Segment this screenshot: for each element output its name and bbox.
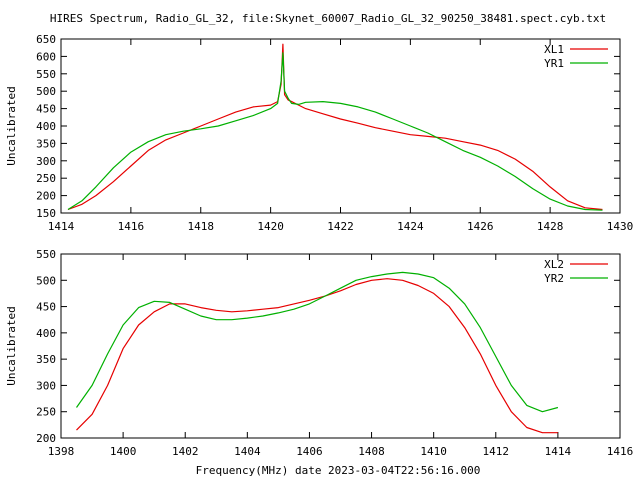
x-tick-label: 1420: [257, 220, 284, 233]
x-tick-label: 1410: [420, 445, 447, 458]
x-tick-label: 1416: [607, 445, 634, 458]
x-tick-label: 1414: [48, 220, 75, 233]
figure-title: HIRES Spectrum, Radio_GL_32, file:Skynet…: [50, 12, 606, 25]
x-tick-label: 1406: [296, 445, 323, 458]
x-tick-label: 1424: [397, 220, 424, 233]
upper-panel: 1414 1416 1418 1420 1422 1424 1426 1428 1430 150 2…: [5, 33, 633, 233]
y-tick-label: 650: [36, 33, 56, 46]
series-line-yr2: [76, 271, 559, 413]
x-tick-label: 1418: [188, 220, 215, 233]
y-axis-label: Uncalibrated: [5, 86, 18, 165]
y-tick-label: 200: [36, 190, 56, 203]
y-tick-label: 500: [36, 85, 56, 98]
x-tick-label: 1412: [483, 445, 510, 458]
x-tick-label: 1428: [537, 220, 564, 233]
x-tick-label: 1408: [358, 445, 385, 458]
legend-label: YR2: [544, 272, 564, 285]
lower-panel: 1398 1400 1402 1404 1406 1408 1410 1412 1414 1416…: [5, 248, 633, 458]
y-tick-label: 300: [36, 155, 56, 168]
y-tick-label: 600: [36, 50, 56, 63]
y-tick-label: 150: [36, 207, 56, 220]
y-tick-label: 250: [36, 406, 56, 419]
y-tick-label: 550: [36, 68, 56, 81]
legend-label: XL2: [544, 258, 564, 271]
plot-frame: [60, 253, 621, 439]
x-tick-label: 1402: [172, 445, 199, 458]
x-axis-label: Frequency(MHz) date 2023-03-04T22:56:16.…: [196, 464, 481, 477]
y-tick-label: 350: [36, 353, 56, 366]
y-tick-label: 300: [36, 379, 56, 392]
x-tick-label: 1400: [110, 445, 137, 458]
y-tick-label: 500: [36, 274, 56, 287]
x-tick-label: 1404: [234, 445, 261, 458]
y-tick-label: 450: [36, 103, 56, 116]
x-tick-label: 1416: [118, 220, 145, 233]
y-tick-label: 400: [36, 120, 56, 133]
series-line-xl2: [76, 278, 558, 434]
y-tick-label: 450: [36, 301, 56, 314]
legend-label: XL1: [544, 43, 564, 56]
x-tick-label: 1398: [48, 445, 75, 458]
y-tick-label: 200: [36, 432, 56, 445]
series-line-yr1: [67, 52, 603, 211]
y-tick-label: 350: [36, 137, 56, 150]
legend-label: YR1: [544, 57, 564, 70]
x-tick-label: 1414: [545, 445, 572, 458]
y-axis-label: Uncalibrated: [5, 306, 18, 385]
y-tick-label: 400: [36, 327, 56, 340]
y-tick-label: 250: [36, 172, 56, 185]
x-tick-label: 1430: [607, 220, 634, 233]
x-tick-label: 1422: [327, 220, 354, 233]
plot-frame: [60, 38, 621, 214]
y-tick-label: 550: [36, 248, 56, 261]
series-line-xl1: [67, 43, 603, 211]
x-tick-label: 1426: [467, 220, 494, 233]
